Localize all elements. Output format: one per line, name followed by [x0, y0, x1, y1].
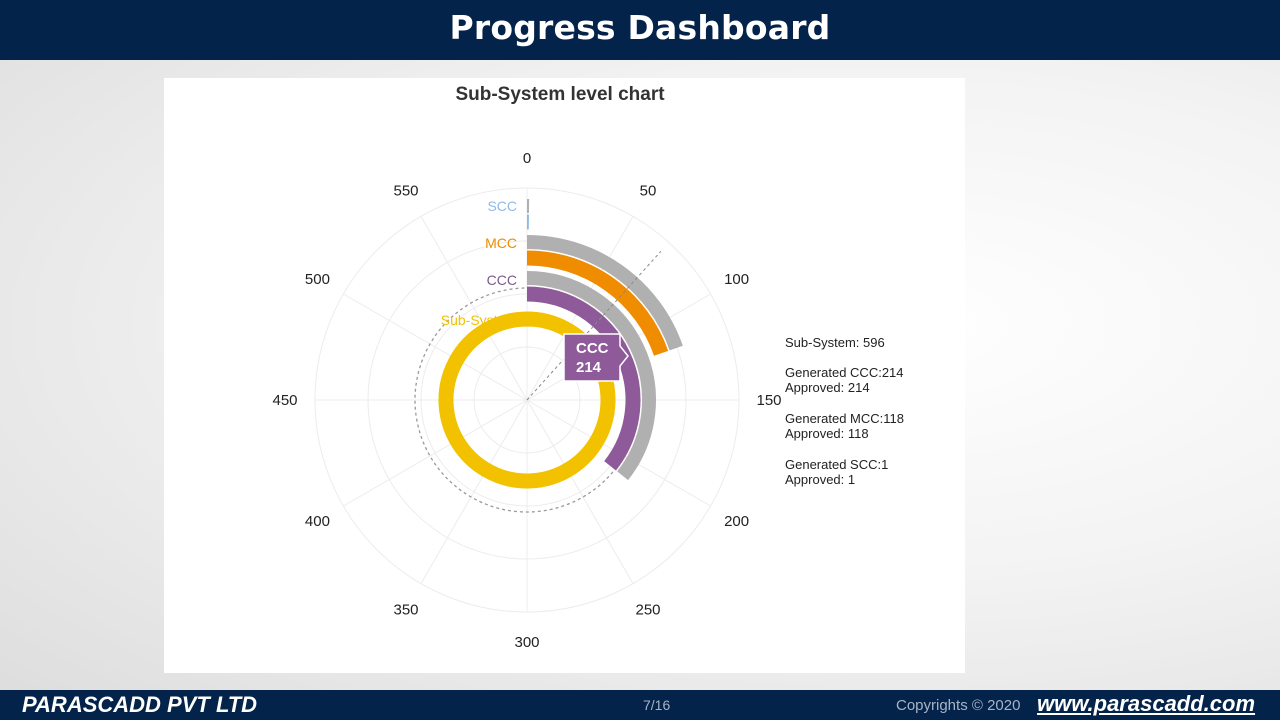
grid-spoke: [420, 216, 528, 401]
chart-title: Sub-System level chart: [455, 84, 665, 105]
tick-label: 250: [635, 602, 660, 619]
legend-line: Generated CCC:214: [785, 365, 904, 380]
generated-bar-ccc: [526, 271, 656, 481]
page-title: Progress Dashboard: [449, 8, 831, 47]
legend-line: Approved: 1: [785, 472, 855, 487]
grid-spoke: [343, 399, 528, 507]
generated-bar-mcc: [526, 235, 683, 351]
company-name: PARASCADD PVT LTD: [22, 692, 258, 717]
tick-label: 50: [640, 182, 657, 199]
page-number: 7/16: [643, 697, 671, 713]
legend-line: Approved: 118: [785, 426, 869, 441]
copyright-text: Copyrights © 2020: [896, 697, 1021, 714]
footer-bar: PARASCADD PVT LTD 7/16 Copyrights © 2020…: [0, 690, 1280, 720]
tick-label: 200: [724, 513, 749, 530]
website-link[interactable]: www.parascadd.com: [1037, 691, 1256, 716]
tick-label: 300: [514, 634, 539, 651]
approved-bar-mcc: [526, 250, 669, 356]
tick-label: 500: [305, 271, 330, 288]
tooltip-value: 214: [576, 359, 602, 376]
legend-line: Generated MCC:118: [785, 411, 904, 426]
tick-label: 450: [272, 392, 297, 409]
series-label-sub-system: Sub-System: [441, 312, 517, 328]
grid-spoke: [420, 399, 528, 584]
legend-line: Approved: 214: [785, 380, 870, 395]
grid-spoke: [343, 293, 528, 401]
legend-line: Sub-System: 596: [785, 335, 885, 350]
tick-label: 150: [756, 392, 781, 409]
tick-label: 350: [393, 602, 418, 619]
tooltip-box: [563, 333, 629, 382]
grid-spoke: [526, 399, 634, 584]
series-label-scc: SCC: [487, 198, 517, 214]
tooltip-series: CCC: [576, 340, 609, 357]
tooltip: CCC 214: [563, 333, 629, 382]
header-bar: Progress Dashboard: [0, 0, 1280, 60]
tick-label: 400: [305, 513, 330, 530]
legend-line: Generated SCC:1: [785, 457, 888, 472]
tick-label: 550: [393, 182, 418, 199]
series-label-mcc: MCC: [485, 235, 517, 251]
tick-label: 0: [523, 150, 531, 167]
series-label-ccc: CCC: [487, 272, 517, 288]
tick-label: 100: [724, 271, 749, 288]
